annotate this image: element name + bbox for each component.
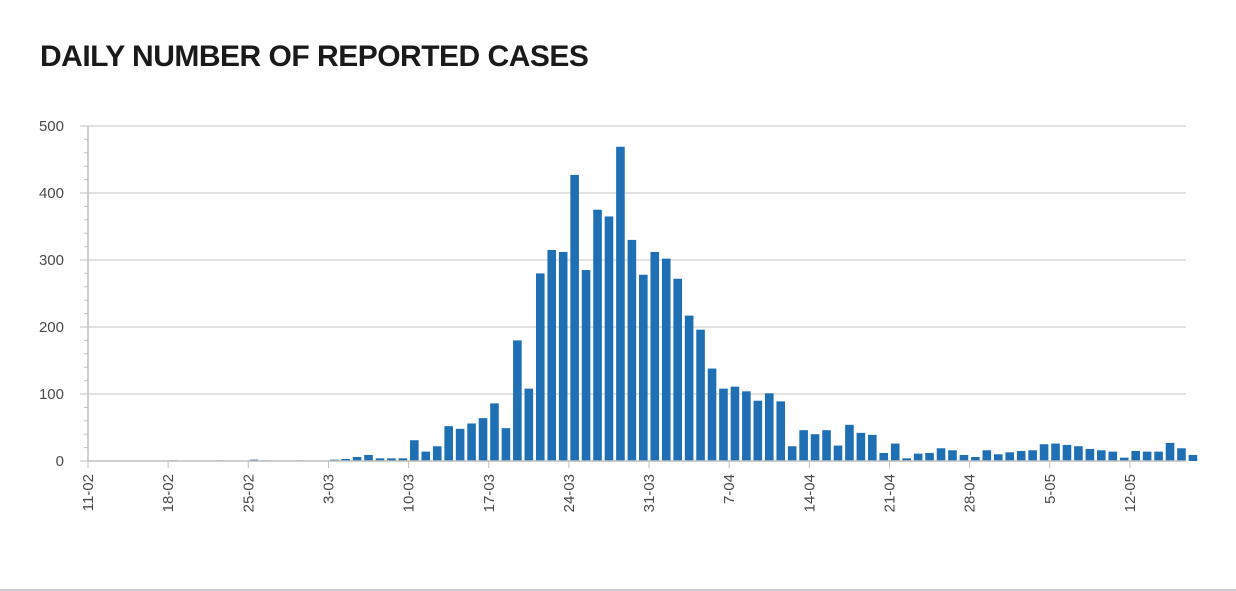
bar xyxy=(810,434,820,461)
bar xyxy=(490,403,499,461)
bar xyxy=(524,388,534,461)
bar xyxy=(1005,452,1015,461)
bar xyxy=(581,270,591,461)
bar xyxy=(604,216,614,461)
bar xyxy=(650,251,660,461)
bar xyxy=(387,458,396,461)
bar xyxy=(959,454,969,461)
x-tick-label: 7-04 xyxy=(721,474,738,504)
bar xyxy=(982,450,992,461)
bar xyxy=(639,274,648,461)
y-tick-label: 200 xyxy=(39,319,64,336)
bar xyxy=(535,273,545,461)
bar xyxy=(971,456,980,461)
bar xyxy=(673,278,682,461)
bar xyxy=(467,423,476,461)
bar xyxy=(776,401,786,461)
x-tick-label: 12-05 xyxy=(1122,474,1139,512)
bar xyxy=(1074,446,1083,461)
bar xyxy=(1131,450,1140,461)
x-tick-label: 31-03 xyxy=(641,474,658,512)
bar xyxy=(856,432,866,461)
bottom-divider xyxy=(0,589,1236,591)
bar xyxy=(1097,450,1106,461)
bar xyxy=(822,430,831,461)
bar xyxy=(925,452,934,461)
bar xyxy=(444,426,453,461)
bar xyxy=(730,386,740,461)
x-tick-label: 10-03 xyxy=(401,474,418,512)
bar xyxy=(684,315,694,461)
x-tick-label: 3-03 xyxy=(320,474,337,504)
bar xyxy=(1028,450,1037,461)
y-tick-label: 400 xyxy=(39,185,64,202)
x-tick-label: 18-02 xyxy=(160,474,177,512)
bar xyxy=(913,453,923,461)
bar xyxy=(661,258,671,461)
bar xyxy=(764,393,774,461)
bar xyxy=(993,454,1003,461)
bar xyxy=(1119,457,1129,461)
bar xyxy=(1165,442,1175,461)
chart-title: DAILY NUMBER OF REPORTED CASES xyxy=(40,40,589,73)
bar xyxy=(696,329,705,461)
bar xyxy=(341,458,350,461)
x-tick-label: 14-04 xyxy=(801,474,818,512)
bar xyxy=(799,430,808,461)
x-tick-label: 5-05 xyxy=(1042,474,1059,504)
bar xyxy=(1085,448,1095,461)
x-tick-label: 11-02 xyxy=(80,474,97,511)
bar xyxy=(513,340,522,461)
x-tick-label: 28-04 xyxy=(962,474,979,512)
bar xyxy=(421,451,431,461)
bar xyxy=(742,391,751,461)
bar xyxy=(833,445,843,461)
bar xyxy=(1062,444,1072,461)
bar xyxy=(570,174,579,461)
y-tick-label: 500 xyxy=(39,118,64,135)
y-tick-label: 300 xyxy=(39,252,64,269)
bar xyxy=(627,239,637,461)
bar xyxy=(398,458,408,461)
bar xyxy=(845,424,854,461)
bar xyxy=(1177,448,1186,461)
bar xyxy=(558,251,568,461)
bar xyxy=(1016,450,1026,461)
bar xyxy=(1051,443,1060,461)
bar xyxy=(478,418,488,461)
bar xyxy=(616,146,625,461)
bar xyxy=(1154,451,1163,461)
bar xyxy=(1188,454,1198,461)
bar xyxy=(375,458,385,461)
x-tick-label: 24-03 xyxy=(561,474,578,512)
bar xyxy=(719,388,728,461)
bar xyxy=(455,428,465,461)
y-tick-label: 0 xyxy=(56,453,64,470)
bar xyxy=(753,400,763,461)
y-tick-label: 100 xyxy=(39,386,64,403)
bar xyxy=(1108,451,1118,461)
bar xyxy=(593,209,602,461)
bar xyxy=(868,434,877,461)
bar xyxy=(501,428,511,461)
bar xyxy=(787,446,797,461)
bar xyxy=(1142,451,1152,461)
x-tick-label: 25-02 xyxy=(240,474,257,512)
bar xyxy=(902,458,911,461)
bar xyxy=(432,446,442,461)
bar xyxy=(547,249,557,461)
bar xyxy=(879,452,889,461)
x-tick-label: 21-04 xyxy=(882,474,899,512)
x-tick-label: 17-03 xyxy=(481,474,498,512)
bar xyxy=(707,368,717,461)
bar xyxy=(936,448,946,461)
bar xyxy=(948,450,957,461)
bar xyxy=(364,454,373,461)
bar xyxy=(410,440,419,461)
bar xyxy=(1039,444,1049,461)
bar xyxy=(890,443,900,461)
bar xyxy=(352,456,362,461)
